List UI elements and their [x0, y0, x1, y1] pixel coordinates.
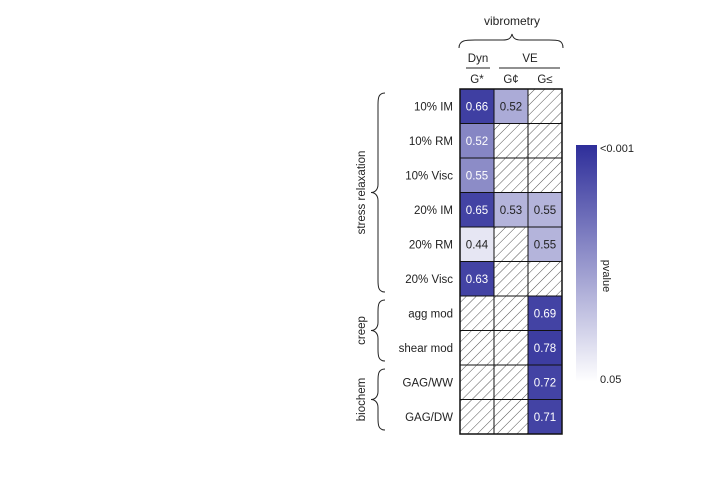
- cell-value-label: 0.55: [534, 205, 556, 217]
- heatmap-cell-hatched: [527, 88, 563, 124]
- row-group-label: stress relaxation: [356, 151, 368, 235]
- heatmap-cell-hatched: [459, 364, 495, 400]
- cell-value-label: 0.78: [534, 343, 556, 355]
- row-label: 20% Visc: [405, 274, 453, 286]
- cell-value-label: 0.53: [500, 205, 522, 217]
- heatmap-cell: [527, 399, 563, 435]
- group-header-brace: [458, 33, 564, 49]
- heatmap-cell-hatched: [493, 226, 529, 262]
- cell-value-label: 0.52: [500, 101, 522, 113]
- column-label: G≤: [537, 74, 552, 86]
- colorbar: [576, 145, 597, 382]
- row-label: 10% Visc: [405, 170, 453, 182]
- row-label: 20% RM: [409, 239, 453, 251]
- heatmap-cell-hatched: [527, 261, 563, 297]
- cell-value-label: 0.69: [534, 308, 556, 320]
- column-label: G*: [470, 74, 484, 86]
- cell-value-label: 0.44: [466, 239, 489, 251]
- row-label: GAG/WW: [403, 377, 454, 389]
- row-group-brace: [370, 299, 386, 362]
- heatmap-cell-hatched: [493, 157, 529, 193]
- cell-value-label: 0.66: [466, 101, 488, 113]
- colorbar-title: pvalue: [600, 260, 612, 292]
- row-label: agg mod: [408, 308, 453, 320]
- cell-value-label: 0.65: [466, 205, 488, 217]
- cell-value-label: 0.55: [534, 239, 556, 251]
- row-group-label: biochem: [356, 378, 368, 421]
- heatmap-cell-hatched: [493, 364, 529, 400]
- row-labels: 10% IM 10% RM 10% Visc 20% IM 20% RM 20% Visc…: [399, 101, 454, 424]
- row-label: GAG/DW: [405, 412, 453, 424]
- row-label: shear mod: [399, 343, 453, 355]
- subgroup-label-dyn: Dyn: [468, 53, 488, 65]
- row-group-brace: [370, 368, 386, 431]
- heatmap-cell-hatched: [527, 123, 563, 159]
- heatmap-cell-hatched: [493, 399, 529, 435]
- heatmap-cell: [527, 330, 563, 366]
- heatmap-cell-hatched: [459, 399, 495, 435]
- column-labels: G* G¢ G≤: [470, 74, 552, 86]
- row-group-brace: [370, 92, 386, 293]
- heatmap-cell: [527, 192, 563, 228]
- row-label: 20% IM: [414, 205, 453, 217]
- group-header-vibrometry: vibrometry: [484, 14, 540, 28]
- heatmap-cell-hatched: [493, 123, 529, 159]
- row-group-label: creep: [356, 316, 368, 345]
- row-group-braces: stress relaxation creep biochem: [356, 92, 386, 431]
- heatmap-cell-hatched: [459, 295, 495, 331]
- row-label: 10% IM: [414, 101, 453, 113]
- heatmap-cell-hatched: [493, 261, 529, 297]
- cell-value-label: 0.71: [534, 412, 556, 424]
- subgroup-label-ve: VE: [522, 53, 538, 65]
- heatmap-cell-hatched: [493, 295, 529, 331]
- heatmap-cell: [527, 295, 563, 331]
- heatmap-cell: [493, 192, 529, 228]
- heatmap-cell-hatched: [527, 157, 563, 193]
- cell-value-label: 0.52: [466, 136, 488, 148]
- heatmap-cells: 0.66 0.52 0.52 0.55 0.65 0.53 0.55 0.44 0.55 0.63…: [459, 88, 563, 435]
- colorbar-bottom-label: 0.05: [600, 374, 621, 386]
- colorbar-top-label: <0.001: [600, 143, 634, 155]
- cell-value-label: 0.72: [534, 377, 556, 389]
- row-label: 10% RM: [409, 136, 453, 148]
- heatmap-cell-hatched: [493, 330, 529, 366]
- heatmap-cell-hatched: [459, 330, 495, 366]
- column-label: G¢: [503, 74, 518, 86]
- cell-value-label: 0.55: [466, 170, 488, 182]
- heatmap-border: [459, 88, 563, 435]
- cell-value-label: 0.63: [466, 274, 488, 286]
